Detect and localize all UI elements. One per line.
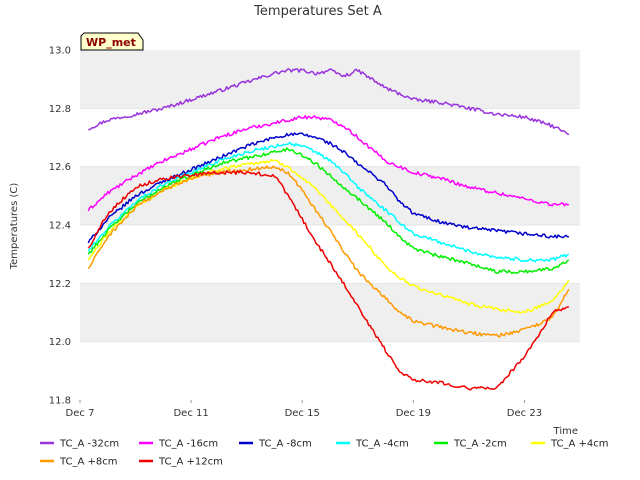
legend-label: TC_A -2cm [453, 439, 507, 450]
y-tick-label: 12.6 [49, 162, 71, 173]
y-tick-label: 13.0 [49, 46, 71, 57]
legend-label: TC_A -8cm [258, 439, 312, 450]
grid-band [80, 50, 580, 109]
legend-item: TC_A +4cm [531, 439, 609, 450]
series-line [88, 67, 570, 136]
series-line [87, 141, 570, 263]
legend-item: TC_A -16cm [139, 439, 218, 450]
grid-band [80, 166, 580, 225]
legend-item: TC_A -8cm [239, 439, 312, 450]
x-tick-label: Dec 15 [285, 408, 320, 419]
series-lines [87, 67, 570, 391]
site-badge: WP_met [80, 32, 144, 51]
badge-shape [80, 32, 144, 51]
x-tick-label: Dec 19 [396, 408, 431, 419]
legend-label: TC_A -16cm [158, 439, 218, 450]
legend-label: TC_A +12cm [158, 457, 223, 468]
legend-item: TC_A +12cm [139, 457, 223, 468]
x-tick-label: Dec 23 [507, 408, 542, 419]
y-tick-label: 11.8 [49, 396, 71, 407]
legend-item: TC_A -2cm [434, 439, 507, 450]
legend-item: TC_A +8cm [40, 457, 118, 468]
y-tick-label: 12.0 [49, 337, 71, 348]
y-tick-label: 12.8 [49, 104, 71, 115]
legend-label: TC_A +4cm [550, 439, 609, 450]
x-tick-label: Dec 11 [173, 408, 208, 419]
series-line [87, 170, 570, 391]
x-axis-ticks: Dec 7 Dec 11 Dec 15 Dec 19 Dec 23 [66, 400, 542, 419]
legend-label: TC_A -4cm [355, 439, 409, 450]
badge-label: WP_met [86, 36, 136, 49]
legend-label: TC_A -32cm [59, 439, 119, 450]
grid-band [80, 283, 580, 342]
legend-label: TC_A +8cm [59, 457, 118, 468]
series-line [87, 147, 570, 275]
series-line [87, 132, 569, 244]
series-line [87, 158, 570, 314]
legend-item: TC_A -4cm [336, 439, 409, 450]
chart-title: Temperatures Set A [253, 4, 382, 19]
series-line [87, 114, 569, 212]
y-tick-label: 12.2 [49, 279, 71, 290]
series-line [87, 165, 570, 338]
x-tick-label: Dec 7 [66, 408, 95, 419]
y-axis-label: Temperatures (C) [9, 183, 20, 271]
legend-item: TC_A -32cm [40, 439, 119, 450]
y-tick-label: 12.4 [49, 221, 71, 232]
legend: TC_A -32cm TC_A -16cm TC_A -8cm TC_A -4cm TC… [40, 439, 609, 468]
grid-band [80, 225, 580, 284]
y-axis-ticks: 11.8 12.0 12.2 12.4 12.6 12.8 13.0 [49, 46, 71, 407]
grid-band [80, 341, 580, 400]
x-axis-label: Time [553, 426, 578, 437]
grid-band [80, 108, 580, 167]
grid-bands [80, 50, 580, 400]
